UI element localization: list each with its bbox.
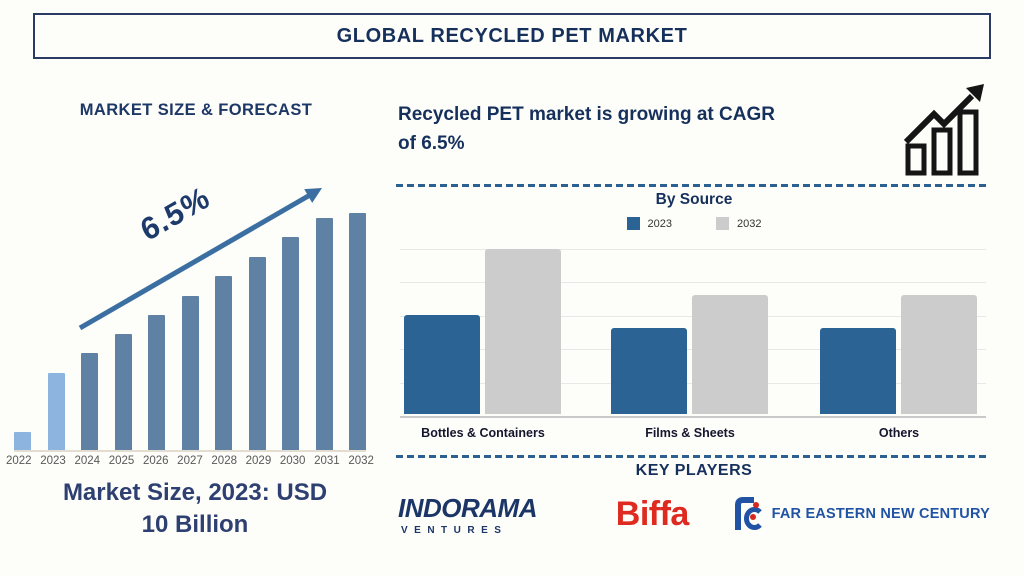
market-size-caption-line2: 10 Billion: [141, 511, 249, 539]
indorama-logo-text: INDORAMA: [398, 492, 538, 523]
market-size-caption-line1: Market Size, 2023: USD: [62, 479, 328, 506]
forecast-bar-2022: [14, 432, 31, 450]
source-bar-2023: [404, 315, 480, 414]
forecast-year-label-2026: 2026: [142, 455, 169, 467]
legend-swatch-2023: [626, 217, 640, 230]
forecast-year-label-2032: 2032: [348, 455, 374, 467]
forecast-bars: [14, 180, 366, 452]
header-title-box: GLOBAL RECYCLED PET MARKET: [33, 13, 991, 59]
growth-arrow: [78, 188, 322, 331]
source-bar-2032: [485, 249, 561, 414]
forecast-year-label-2023: 2023: [40, 455, 66, 467]
legend-item-2032: 2032: [716, 217, 761, 230]
legend-swatch-2032: [716, 217, 729, 230]
key-players-row: INDORAMA VENTURES Biffa FAR EASTERN NEW …: [398, 483, 990, 545]
forecast-bar-2030: [282, 237, 299, 450]
separator-dashed-top: [396, 184, 990, 187]
source-group-3: [820, 295, 977, 414]
indorama-ventures-logo: INDORAMA VENTURES: [398, 493, 573, 536]
forecast-x-labels: 2022 2023 2024 2025 2026 2027 2028 2029 2030 2031…: [6, 455, 374, 467]
market-size-caption: Market Size, 2023: USD 10 Billion: [10, 477, 380, 542]
source-bar-2023: [820, 328, 896, 414]
legend-label-2032: 2032: [737, 217, 762, 230]
cagr-heading: Recycled PET market is growing at CAGR o…: [398, 101, 898, 158]
forecast-bar-2029: [248, 257, 266, 450]
separator-dashed-bottom: [396, 455, 990, 458]
source-chart: [400, 249, 986, 418]
fenc-logo-icon: [734, 497, 762, 530]
fenc-logo: FAR EASTERN NEW CENTURY: [732, 496, 990, 532]
forecast-year-label-2030: 2030: [279, 455, 306, 467]
forecast-bar-2024: [81, 353, 98, 450]
source-bar-2023: [611, 328, 687, 414]
forecast-year-label-2028: 2028: [211, 455, 237, 467]
key-players-title: KEY PLAYERS: [635, 462, 753, 479]
cagr-heading-line2: of 6.5%: [398, 132, 465, 154]
bar-chart-growth-icon: [903, 84, 984, 176]
source-category-label: Films & Sheets: [645, 426, 735, 440]
biffa-logo: Biffa: [615, 494, 690, 533]
forecast-year-label-2029: 2029: [245, 455, 272, 467]
forecast-year-label-2024: 2024: [74, 455, 101, 467]
legend-label-2023: 2023: [647, 217, 672, 230]
forecast-bar-2032: [349, 213, 366, 450]
source-chart-labels: Bottles & Containers Films & Sheets Others: [400, 426, 986, 444]
forecast-year-label-2031: 2031: [314, 455, 340, 467]
forecast-bar-2023: [47, 373, 65, 450]
source-category-label: Bottles & Containers: [421, 426, 545, 440]
source-group-1: [404, 249, 561, 414]
forecast-year-label-2027: 2027: [177, 455, 203, 467]
source-chart-gridline: [400, 282, 986, 284]
forecast-bar-2026: [148, 315, 165, 450]
forecast-year-label-2022: 2022: [6, 455, 32, 467]
page-title: GLOBAL RECYCLED PET MARKET: [336, 24, 688, 47]
forecast-bar-2031: [315, 218, 333, 450]
forecast-year-label-2025: 2025: [108, 455, 135, 467]
source-chart-gridline: [400, 249, 986, 250]
source-bar-2032: [692, 295, 768, 414]
forecast-bar-2028: [215, 276, 232, 450]
legend-item-2023: 2023: [626, 217, 672, 230]
source-category-label: Others: [878, 426, 920, 440]
cagr-heading-line1: Recycled PET market is growing at CAGR: [398, 104, 775, 125]
source-group-2: [611, 295, 768, 414]
source-chart-baseline: [400, 416, 986, 418]
source-bar-2032: [901, 295, 977, 414]
forecast-bar-2025: [114, 334, 132, 450]
by-source-title: By Source: [655, 191, 733, 208]
source-legend: 2023 2032: [398, 217, 990, 230]
forecast-chart-title: MARKET SIZE & FORECAST: [79, 101, 313, 119]
fenc-logo-text: FAR EASTERN NEW CENTURY: [771, 506, 990, 522]
forecast-bar-2027: [181, 296, 199, 450]
indorama-logo-subtext: VENTURES: [401, 524, 508, 536]
